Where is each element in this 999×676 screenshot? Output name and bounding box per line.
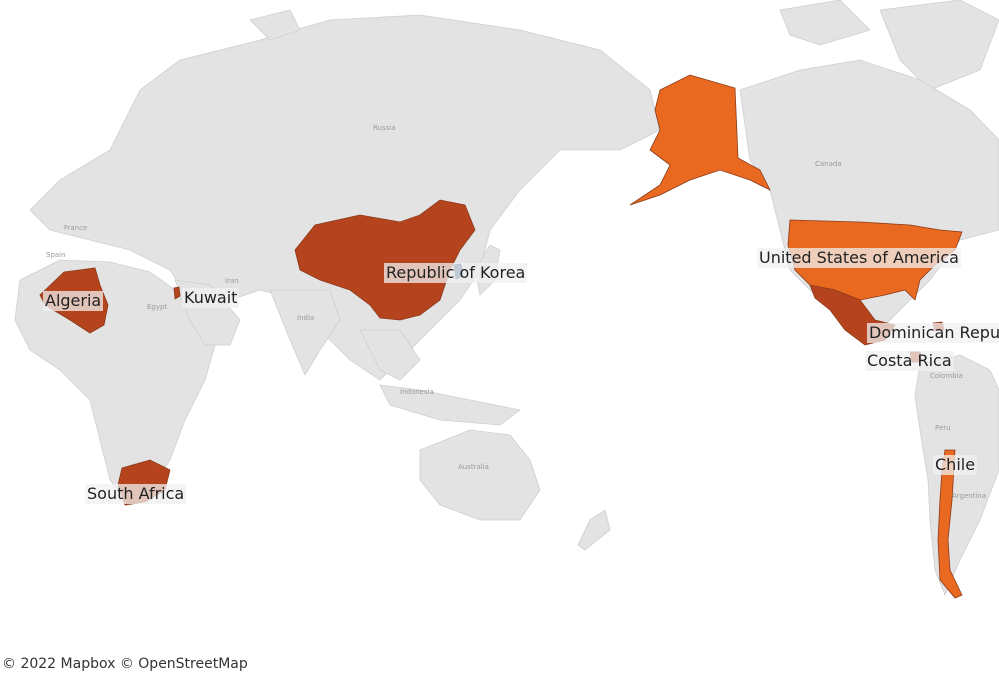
basemap-label-russia: Russia (373, 124, 396, 132)
landmass-arctic-islands (779, 0, 871, 46)
landmass-india (269, 289, 341, 376)
landmass-greenland (879, 0, 999, 91)
basemap-label-spain: Spain (46, 251, 66, 259)
label-kuwait: Kuwait (182, 288, 240, 308)
label-chile: Chile (933, 455, 978, 475)
basemap-label-india: India (297, 314, 314, 322)
basemap-label-egypt: Egypt (147, 303, 167, 311)
label-algeria: Algeria (43, 291, 104, 311)
landmass-africa (14, 259, 216, 506)
landmass-southeast-asia (359, 329, 421, 381)
region-chile[interactable] (937, 449, 963, 599)
region-kuwait[interactable] (173, 286, 181, 300)
basemap-label-australia: Australia (458, 463, 489, 471)
landmass-new-zealand (577, 509, 611, 551)
region-alaska[interactable] (629, 74, 771, 206)
label-united-states-of-america: United States of America (757, 248, 961, 268)
label-south-africa: South Africa (85, 484, 187, 504)
landmass-indonesia (379, 384, 521, 426)
basemap-label-france: France (64, 224, 87, 232)
label-costa-rica: Costa Rica (865, 351, 954, 371)
landmass-australia (419, 429, 541, 521)
landmass-svalbard (249, 9, 301, 41)
map-attribution[interactable]: © 2022 Mapbox © OpenStreetMap (2, 656, 248, 672)
basemap-label-canada: Canada (815, 160, 842, 168)
label-republic-of-korea: Republic of Korea (384, 263, 528, 283)
label-dominican-republic: Dominican Republic (867, 323, 999, 343)
landmass-south-america (914, 354, 999, 597)
basemap-label-colombia: Colombia (930, 372, 963, 380)
basemap-label-peru: Peru (935, 424, 951, 432)
basemap-label-indonesia: Indonesia (400, 388, 434, 396)
basemap-label-iran: Iran (225, 277, 239, 285)
basemap-label-argentina: Argentina (952, 492, 986, 500)
